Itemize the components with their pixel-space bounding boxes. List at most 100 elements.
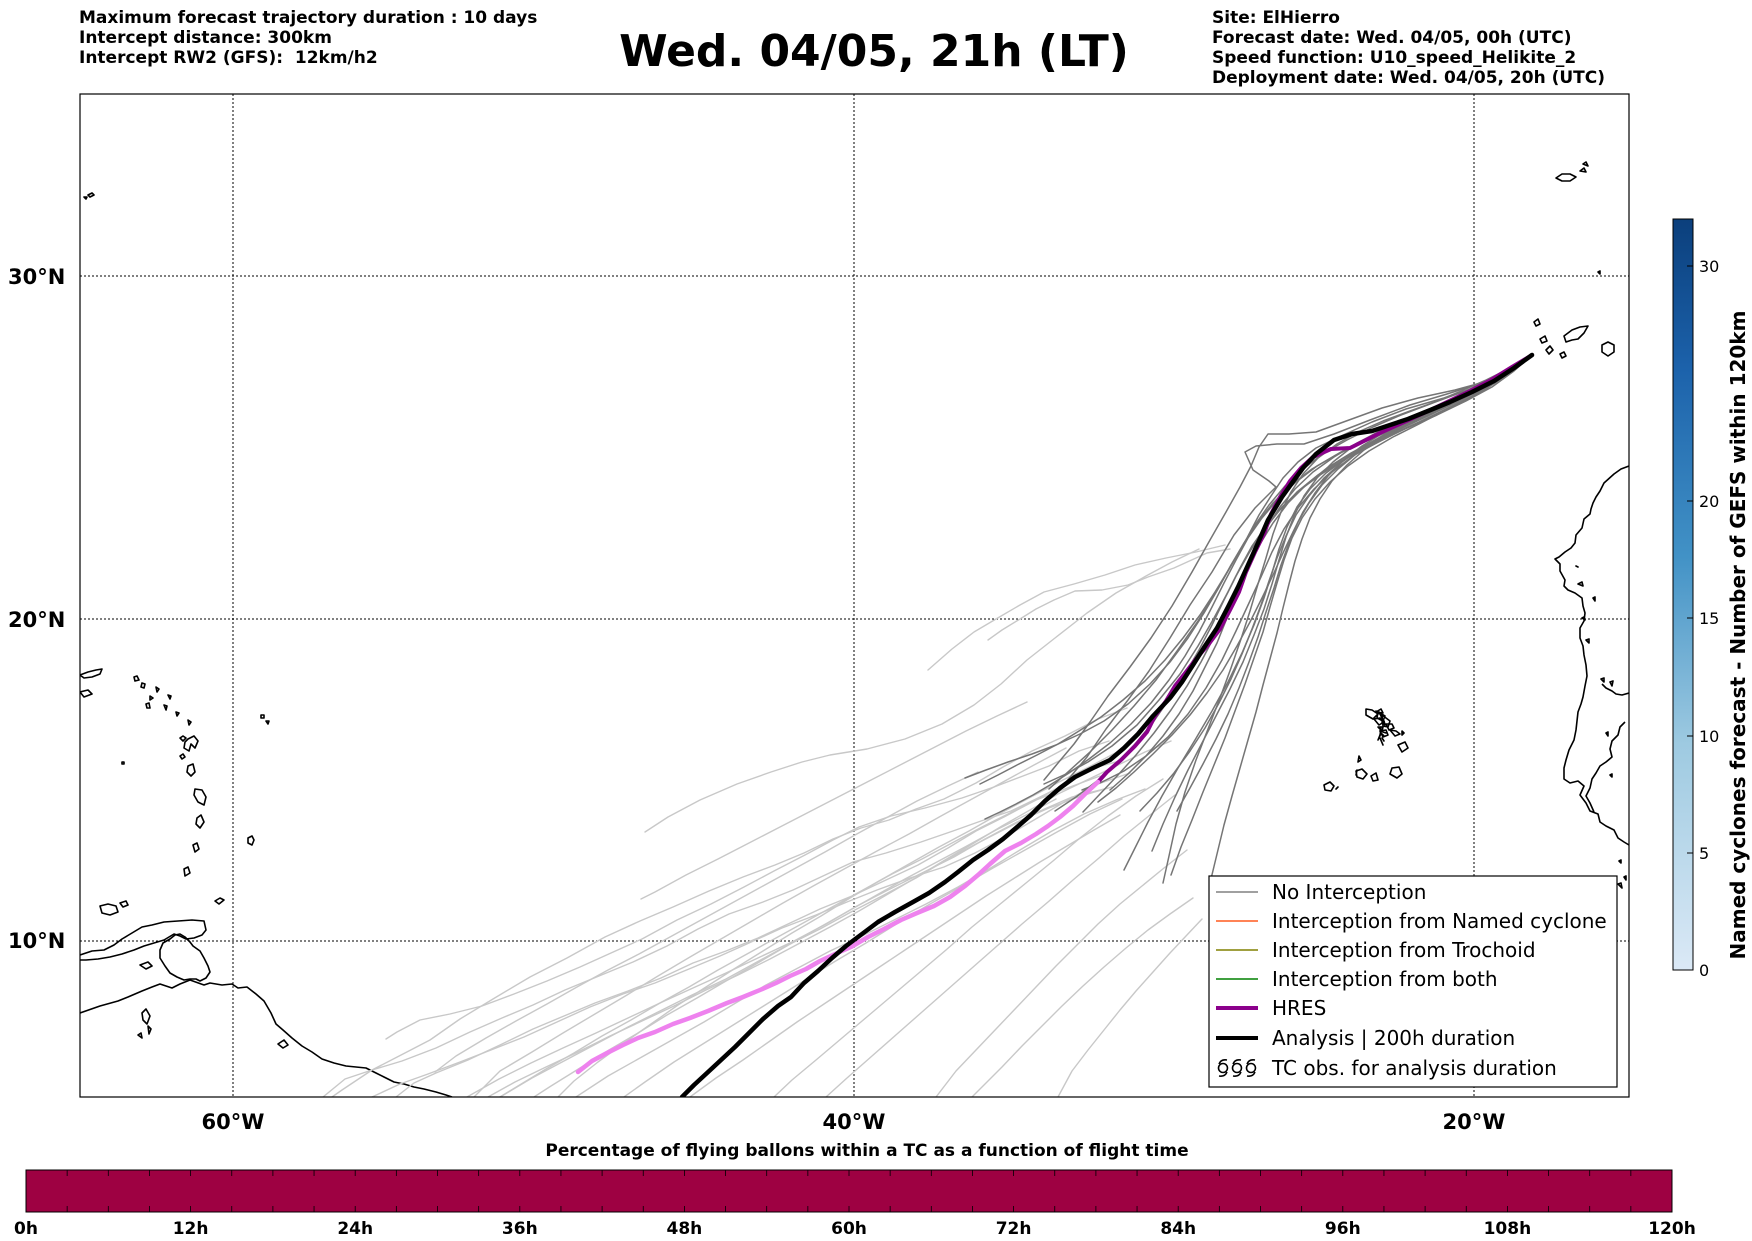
map-title: Wed. 04/05, 21h (LT) [619,26,1129,77]
flight-time-tick-0h: 0h [14,1219,38,1239]
legend-label-named-cyclone: Interception from Named cyclone [1272,909,1607,933]
coast-margarita [99,903,119,916]
trajectory-no-interception [1170,354,1533,876]
coast-cape-verde-boavista [1385,723,1395,731]
trajectory-faint [971,897,1194,1097]
colorbar-flight-time-tick-labels: 0h 12h 24h 36h 48h 60h 72h 84h 96h 108h … [14,1219,1696,1239]
trajectory-faint [927,544,1226,671]
colorbar-named-cyclones-fill [1672,218,1694,971]
colorbar-tick-5: 5 [1699,844,1709,863]
trajectory-no-interception [1176,354,1533,812]
lon-label-40w: 40°W [823,1110,886,1134]
trajectory-faint [499,780,1071,1097]
colorbar-tick-20: 20 [1699,492,1719,511]
colorbar-named-cyclones-ticks [1687,265,1693,971]
coast-cv-final [1379,730,1387,734]
trajectory-no-interception [1048,354,1533,790]
colorbar-named-cyclones: 0 5 10 15 20 30 Named cyclones forecast … [1672,218,1750,980]
coast-madeira [1555,161,1589,182]
trajectory-faint [322,759,1124,1097]
coast-venezuela-north [80,919,207,961]
trajectory-faint [623,798,1123,1097]
coast-canaries [1533,318,1615,359]
trajectory-faint [640,701,1028,900]
analysis-track [679,352,1535,1097]
trajectory-faint [987,548,1231,641]
header-right-line-2: Forecast date: Wed. 04/05, 00h (UTC) [1212,28,1572,48]
coast-cape-verde-7 [1323,768,1368,792]
hres-track-late [575,779,1101,1075]
flight-time-tick-60h: 60h [831,1219,867,1239]
coast-mauritania-islands [1575,565,1627,889]
trajectory-faint [1057,918,1203,1097]
legend-label-analysis: Analysis | 200h duration [1272,1026,1515,1050]
graticule [80,94,1629,1097]
legend-box [1208,875,1618,1088]
coast-guadeloupe [183,735,199,752]
legend-label-both: Interception from both [1272,967,1498,991]
coast-cape-verde-8 [1389,741,1409,779]
coast-cv-sao-nicolau [1335,786,1339,790]
map-legend: No Interception Interception from Named … [1208,875,1618,1088]
map-frame [79,93,1630,1098]
trajectory-no-interception [979,354,1533,785]
flight-time-tick-120h: 120h [1648,1219,1696,1239]
lon-label-60w: 60°W [202,1110,265,1134]
coast-small-islands [83,192,270,908]
coast-cape-verde-6 [1376,711,1386,722]
map-title-wrapper: Wed. 04/05, 21h (LT) [0,26,1752,78]
coast-africa-west [1554,465,1629,846]
coast-cv-santiago [1355,769,1358,776]
colorbar-named-cyclones-title: Named cyclones forecast - Number of GEFS… [1726,311,1750,960]
trajectory-faint [935,849,1188,1097]
flight-time-tick-12h: 12h [173,1219,209,1239]
trajectory-no-interception [1043,354,1533,781]
coast-martinique [193,788,207,806]
ensemble-members-no-interception [964,354,1533,884]
colorbar-tick-0: 0 [1699,961,1709,980]
trajectory-no-interception [1065,354,1533,783]
trajectory-faint [487,740,1172,1097]
header-left-line-3: Intercept RW2 (GFS): 12km/h2 [79,48,378,68]
header-right-line-1: Site: ElHierro [1212,8,1340,28]
trajectory-faint [689,814,1121,1097]
coast-selvagens [1597,270,1601,275]
colorbar-flight-time-fill [25,1169,1673,1213]
coast-leeward-2 [80,689,93,698]
coast-cape-verde-brava [1379,726,1382,737]
flight-time-tick-72h: 72h [996,1219,1032,1239]
legend-label-trochoid: Interception from Trochoid [1272,938,1536,962]
hurricane-symbols-icon [1217,1059,1257,1077]
header-left-line-2: Intercept distance: 300km [79,28,332,48]
trajectory-faint [473,747,1067,1097]
colorbar-flight-time-minor-ticks [66,1170,1632,1212]
coast-grenada [183,866,191,877]
flight-time-tick-108h: 108h [1484,1219,1532,1239]
coast-st-vincent [192,842,200,853]
lat-label-20n: 20°N [8,608,65,632]
coast-trinidad [159,933,211,982]
header-right-line-4: Deployment date: Wed. 04/05, 20h (UTC) [1212,68,1606,88]
colorbar-flight-time: Percentage of flying ballons within a TC… [14,1141,1696,1239]
colorbar-flight-time-title: Percentage of flying ballons within a TC… [545,1141,1188,1161]
coast-cape-verde-9 [1357,755,1379,782]
lat-label-10n: 10°N [8,929,65,953]
trajectory-faint [434,771,979,1073]
coast-leeward-1 [80,668,103,679]
header-right-line-3: Speed function: U10_speed_Helikite_2 [1212,48,1577,68]
legend-label-no-interception: No Interception [1272,880,1426,904]
coast-aruba [137,961,289,1049]
trajectory-faint [557,750,1120,1097]
flight-time-tick-84h: 84h [1160,1219,1196,1239]
trajectory-faint [395,775,1101,1097]
coast-south-america [80,979,453,1097]
lat-label-30n: 30°N [8,265,65,289]
coast-tobago [214,897,225,905]
legend-label-tc-obs: TC obs. for analysis duration [1271,1056,1557,1080]
coast-west-africa-bump [1601,683,1629,696]
flight-time-tick-24h: 24h [337,1219,373,1239]
trajectory-faint [644,548,1200,833]
lon-label-20w: 20°W [1443,1110,1506,1134]
flight-time-tick-48h: 48h [667,1219,703,1239]
